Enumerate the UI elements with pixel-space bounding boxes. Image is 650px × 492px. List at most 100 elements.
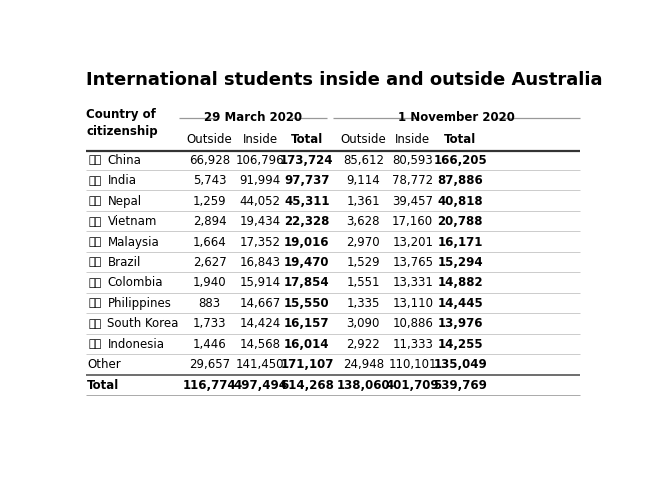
Text: 🇰🇷: 🇰🇷 [89,319,102,329]
Text: 1,551: 1,551 [346,277,380,289]
Text: 🇵🇭: 🇵🇭 [89,298,102,308]
Text: 116,774: 116,774 [183,379,237,392]
Text: 🇻🇳: 🇻🇳 [89,216,102,226]
Text: Brazil: Brazil [107,256,141,269]
Text: 1,259: 1,259 [193,195,226,208]
Text: 85,612: 85,612 [343,154,384,167]
Text: 14,445: 14,445 [437,297,483,310]
Text: 24,948: 24,948 [343,358,384,371]
Text: 1,664: 1,664 [193,236,227,248]
Text: 141,450: 141,450 [236,358,284,371]
Text: 1,733: 1,733 [193,317,226,330]
Text: Inside: Inside [395,133,430,146]
Text: 13,331: 13,331 [393,277,433,289]
Text: 13,765: 13,765 [392,256,433,269]
Text: Malaysia: Malaysia [107,236,159,248]
Text: Indonesia: Indonesia [107,338,164,351]
Text: 16,843: 16,843 [240,256,281,269]
Text: 166,205: 166,205 [433,154,487,167]
Text: 14,882: 14,882 [437,277,483,289]
Text: 15,294: 15,294 [437,256,483,269]
Text: Other: Other [87,358,121,371]
Text: 3,628: 3,628 [346,215,380,228]
Text: 539,769: 539,769 [433,379,487,392]
Text: 19,434: 19,434 [239,215,281,228]
Text: Country of
citizenship: Country of citizenship [86,108,158,138]
Text: 🇨🇳: 🇨🇳 [89,155,102,165]
Text: 2,970: 2,970 [346,236,380,248]
Text: 497,494: 497,494 [233,379,287,392]
Text: 40,818: 40,818 [437,195,483,208]
Text: 14,424: 14,424 [239,317,281,330]
Text: 45,311: 45,311 [284,195,330,208]
Text: Inside: Inside [242,133,278,146]
Text: 🇮🇳: 🇮🇳 [89,176,102,185]
Text: 173,724: 173,724 [280,154,333,167]
Text: 14,568: 14,568 [240,338,281,351]
Text: Vietnam: Vietnam [107,215,157,228]
Text: 19,470: 19,470 [284,256,330,269]
Text: 5,743: 5,743 [193,174,226,187]
Text: 29,657: 29,657 [189,358,230,371]
Text: 🇮🇩: 🇮🇩 [89,339,102,349]
Text: South Korea: South Korea [107,317,179,330]
Text: 91,994: 91,994 [239,174,281,187]
Text: 9,114: 9,114 [346,174,380,187]
Text: International students inside and outside Australia: International students inside and outsid… [86,71,603,89]
Text: 22,328: 22,328 [284,215,330,228]
Text: 614,268: 614,268 [280,379,334,392]
Text: 171,107: 171,107 [280,358,333,371]
Text: 2,922: 2,922 [346,338,380,351]
Text: 44,052: 44,052 [240,195,281,208]
Text: 87,886: 87,886 [437,174,483,187]
Text: 401,709: 401,709 [386,379,439,392]
Text: 2,894: 2,894 [193,215,226,228]
Text: Philippines: Philippines [107,297,172,310]
Text: 39,457: 39,457 [392,195,433,208]
Text: 1,361: 1,361 [346,195,380,208]
Text: 1,446: 1,446 [193,338,227,351]
Text: 97,737: 97,737 [284,174,330,187]
Text: 66,928: 66,928 [189,154,230,167]
Text: 29 March 2020: 29 March 2020 [204,111,302,124]
Text: China: China [107,154,141,167]
Text: Outside: Outside [341,133,386,146]
Text: 1,335: 1,335 [346,297,380,310]
Text: Total: Total [444,133,476,146]
Text: 1 November 2020: 1 November 2020 [398,111,515,124]
Text: 138,060: 138,060 [337,379,390,392]
Text: 🇧🇷: 🇧🇷 [89,257,102,268]
Text: 16,014: 16,014 [284,338,330,351]
Text: Nepal: Nepal [107,195,142,208]
Text: Outside: Outside [187,133,233,146]
Text: 11,333: 11,333 [393,338,433,351]
Text: 19,016: 19,016 [284,236,330,248]
Text: 17,160: 17,160 [392,215,434,228]
Text: 16,171: 16,171 [437,236,483,248]
Text: 10,886: 10,886 [393,317,433,330]
Text: 1,529: 1,529 [346,256,380,269]
Text: 2,627: 2,627 [193,256,227,269]
Text: 3,090: 3,090 [346,317,380,330]
Text: Colombia: Colombia [107,277,163,289]
Text: 20,788: 20,788 [437,215,483,228]
Text: 17,854: 17,854 [284,277,330,289]
Text: 15,914: 15,914 [239,277,281,289]
Text: 15,550: 15,550 [284,297,330,310]
Text: 🇲🇾: 🇲🇾 [89,237,102,247]
Text: 13,201: 13,201 [392,236,433,248]
Text: Total: Total [87,379,120,392]
Text: 80,593: 80,593 [393,154,433,167]
Text: Total: Total [291,133,323,146]
Text: 17,352: 17,352 [240,236,281,248]
Text: 110,101: 110,101 [389,358,437,371]
Text: 14,667: 14,667 [239,297,281,310]
Text: 🇳🇵: 🇳🇵 [89,196,102,206]
Text: 883: 883 [199,297,221,310]
Text: India: India [107,174,136,187]
Text: 14,255: 14,255 [437,338,483,351]
Text: 1,940: 1,940 [193,277,226,289]
Text: 🇨🇴: 🇨🇴 [89,278,102,288]
Text: 106,796: 106,796 [236,154,285,167]
Text: 13,110: 13,110 [392,297,433,310]
